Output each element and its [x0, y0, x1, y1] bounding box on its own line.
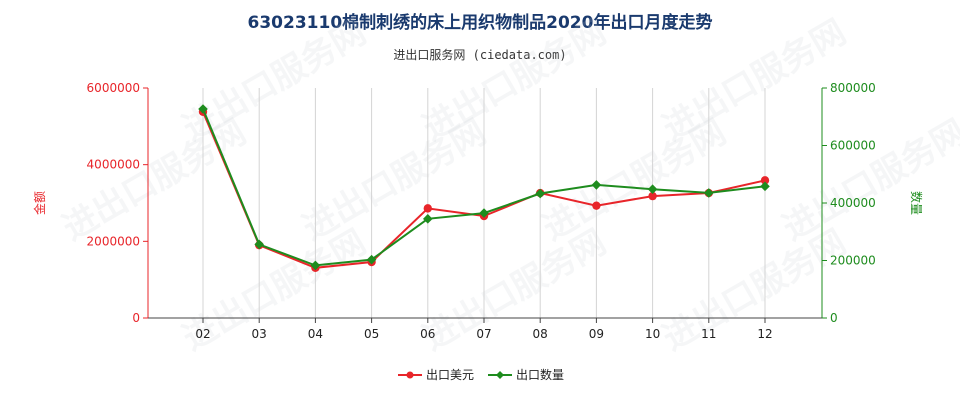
x-tick-label: 09 [589, 327, 604, 341]
x-tick-label: 02 [195, 327, 210, 341]
left-axis-title: 金额 [32, 191, 47, 215]
left-tick-label: 0 [132, 311, 140, 325]
x-tick-label: 12 [757, 327, 772, 341]
watermark-text: 进出口服务网 [656, 12, 853, 149]
right-tick-label: 400000 [830, 196, 876, 210]
x-tick-label: 07 [476, 327, 491, 341]
legend-swatch-marker [496, 371, 504, 379]
chart-subtitle: 进出口服务网 (ciedata.com) [393, 48, 567, 62]
x-tick-label: 03 [252, 327, 267, 341]
series-2-point [366, 254, 377, 265]
watermark-text: 进出口服务网 [416, 222, 613, 359]
series-2-point [310, 260, 321, 271]
x-tick-label: 04 [308, 327, 323, 341]
series-1-point [648, 191, 657, 201]
x-tick-label: 11 [701, 327, 716, 341]
series-1-point [423, 204, 432, 213]
chart-title: 63023110棉制刺绣的床上用织物制品2020年出口月度走势 [247, 13, 713, 33]
left-tick-label: 2000000 [87, 234, 140, 248]
legend-label: 出口数量 [516, 367, 564, 382]
series-2-point [647, 184, 658, 194]
right-tick-label: 800000 [830, 81, 876, 95]
right-axis-title: 数量 [909, 191, 924, 215]
right-tick-label: 0 [830, 311, 838, 325]
left-tick-label: 4000000 [87, 158, 140, 172]
series-2-point [479, 208, 489, 218]
series-1-point [760, 176, 770, 185]
watermark-text: 进出口服务网 [776, 112, 960, 249]
series-2-point [760, 181, 770, 192]
right-tick-label: 200000 [830, 254, 876, 268]
x-tick-label: 10 [645, 327, 660, 341]
x-tick-label: 08 [533, 327, 548, 341]
series-2-point [535, 188, 545, 199]
watermark-text: 进出口服务网 [656, 222, 853, 359]
watermark-text: 进出口服务网 [416, 12, 613, 149]
right-tick-label: 600000 [830, 139, 876, 153]
series-2-point [591, 180, 602, 190]
legend-swatch-marker [406, 371, 414, 379]
watermark-text: 进出口服务网 [176, 12, 373, 149]
series-1-point [592, 201, 601, 210]
series-2-point [254, 239, 264, 250]
legend-label: 出口美元 [426, 368, 474, 382]
x-tick-label: 06 [420, 327, 435, 341]
series-2-point [198, 104, 208, 114]
series-2-point [704, 188, 714, 198]
series-2-point [423, 214, 433, 224]
left-tick-label: 6000000 [87, 81, 140, 95]
x-tick-label: 05 [364, 327, 379, 341]
